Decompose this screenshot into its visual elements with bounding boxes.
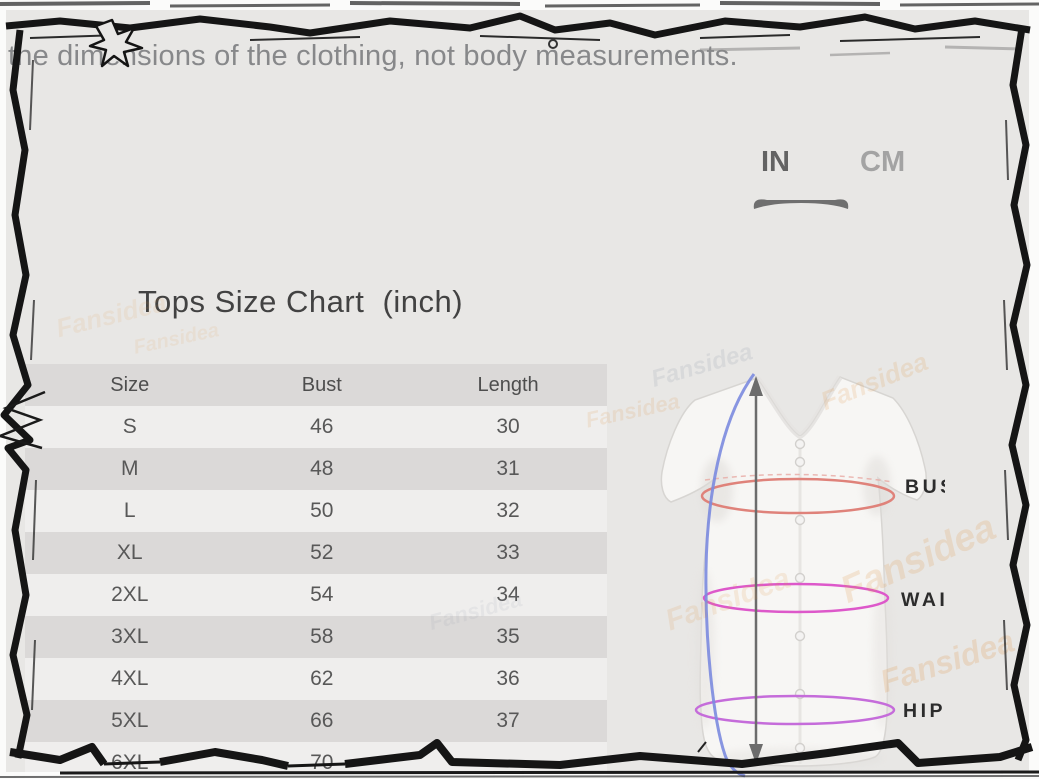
unit-cm-label: CM	[860, 146, 906, 178]
cell-bust: 46	[310, 415, 334, 438]
cell-size: 4XL	[111, 667, 149, 690]
bust-upper-dashed-line	[704, 473, 894, 483]
cell-length: 30	[496, 415, 520, 438]
size-table-row: M 48 31	[25, 448, 607, 490]
cell-length: 31	[496, 457, 520, 480]
column-header-length: Length	[477, 373, 539, 396]
unit-toggle: IN CM	[753, 142, 911, 209]
size-table-row: 6XL 70	[25, 742, 607, 779]
cell-bust: 58	[310, 625, 334, 648]
cell-length: 37	[496, 709, 520, 732]
cell-bust: 54	[310, 583, 334, 606]
cell-size: XL	[116, 541, 143, 564]
cell-length: 33	[496, 541, 520, 564]
cell-length: 34	[496, 583, 520, 606]
waist-measure-line	[702, 582, 890, 614]
cell-bust: 50	[310, 499, 334, 522]
bust-measure-line	[700, 477, 896, 515]
hips-label: HIPS	[903, 700, 945, 722]
size-table-body: S 46 30 M 48 31 L 50 32 XL 52 33 2XL 54 …	[25, 406, 607, 779]
cell-size: 2XL	[111, 583, 149, 606]
size-table-row: 3XL 58 35	[25, 616, 607, 658]
cell-size: 6XL	[111, 751, 149, 774]
bust-label: BUST	[905, 476, 945, 498]
size-table: Size Bust Length S 46 30 M 48 31 L 50 32…	[25, 364, 607, 779]
size-table-row: 4XL 62 36	[25, 658, 607, 700]
unit-in-button[interactable]: IN	[753, 142, 849, 209]
note-text: the dimensions of the clothing, not body…	[8, 40, 738, 72]
hips-measure-line	[694, 694, 896, 726]
cell-size: S	[122, 415, 137, 438]
cell-bust: 52	[310, 541, 334, 564]
cell-length: 32	[496, 499, 520, 522]
unit-in-label: IN	[761, 146, 790, 178]
cell-size: 5XL	[111, 709, 149, 732]
size-table-row: 2XL 54 34	[25, 574, 607, 616]
size-table-row: 5XL 66 37	[25, 700, 607, 742]
cell-bust: 70	[310, 751, 334, 774]
selected-unit-underline-icon	[753, 199, 849, 209]
cell-bust: 48	[310, 457, 334, 480]
cell-size: L	[123, 499, 136, 522]
cell-bust: 66	[310, 709, 334, 732]
size-chart-title: Tops Size Chart (inch)	[138, 284, 464, 319]
size-table-row: L 50 32	[25, 490, 607, 532]
column-header-bust: Bust	[301, 373, 342, 396]
cell-length: 35	[496, 625, 520, 648]
unit-cm-button[interactable]: CM	[854, 142, 911, 183]
waist-label: WAIST	[901, 589, 945, 611]
size-table-row: XL 52 33	[25, 532, 607, 574]
cell-size: 3XL	[111, 625, 149, 648]
cell-size: M	[121, 457, 139, 480]
size-table-row: S 46 30	[25, 406, 607, 448]
cell-bust: 62	[310, 667, 334, 690]
jersey-measurement-diagram: BUST WAIST HIPS	[660, 373, 945, 778]
buttons	[794, 438, 806, 754]
column-header-size: Size	[110, 373, 150, 396]
cell-length: 36	[496, 667, 520, 690]
size-table-header: Size Bust Length	[25, 364, 607, 406]
